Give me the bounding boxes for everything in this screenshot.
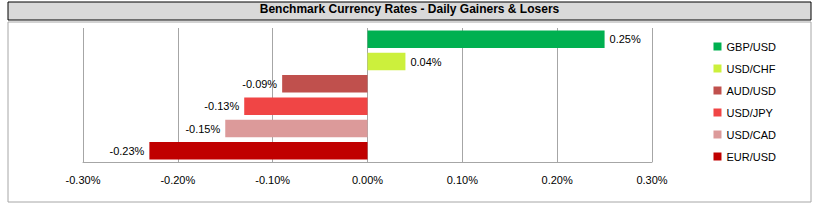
svg-text:0.30%: 0.30% <box>636 174 667 186</box>
svg-text:-0.09%: -0.09% <box>242 78 277 90</box>
svg-text:0.20%: 0.20% <box>542 174 573 186</box>
svg-text:0.00%: 0.00% <box>352 174 383 186</box>
svg-text:USD/JPY: USD/JPY <box>726 107 773 119</box>
svg-text:-0.15%: -0.15% <box>185 123 220 135</box>
svg-text:0.04%: 0.04% <box>410 56 441 68</box>
svg-text:-0.30%: -0.30% <box>66 174 101 186</box>
svg-text:-0.10%: -0.10% <box>255 174 290 186</box>
svg-text:-0.13%: -0.13% <box>204 100 239 112</box>
svg-text:USD/CHF: USD/CHF <box>726 63 775 75</box>
svg-text:USD/CAD: USD/CAD <box>726 129 776 141</box>
svg-text:GBP/USD: GBP/USD <box>726 41 776 53</box>
svg-text:0.25%: 0.25% <box>610 33 641 45</box>
svg-text:0.10%: 0.10% <box>447 174 478 186</box>
svg-text:-0.20%: -0.20% <box>160 174 195 186</box>
svg-text:AUD/USD: AUD/USD <box>726 85 776 97</box>
svg-text:EUR/USD: EUR/USD <box>726 151 776 163</box>
svg-text:-0.23%: -0.23% <box>110 145 145 157</box>
svg-text:Benchmark Currency Rates - Dai: Benchmark Currency Rates - Daily Gainers… <box>260 2 560 16</box>
